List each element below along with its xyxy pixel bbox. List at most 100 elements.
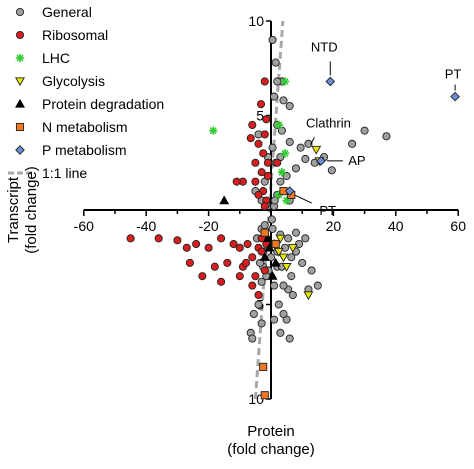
- data-point: [192, 239, 201, 249]
- data-point: [382, 132, 391, 141]
- data-point: [325, 76, 336, 87]
- data-point: [298, 258, 307, 267]
- data-point: [285, 102, 294, 111]
- data-point: [259, 362, 268, 371]
- legend-label: Protein degradation: [42, 96, 164, 112]
- x-tick-label: -40: [136, 218, 156, 234]
- data-point: [270, 257, 281, 267]
- data-point: [295, 239, 304, 249]
- data-point: [260, 77, 269, 86]
- data-point: [246, 134, 255, 143]
- data-point: [348, 139, 357, 148]
- data-point: [274, 120, 283, 130]
- data-point: [270, 92, 279, 101]
- data-point: [209, 126, 218, 135]
- data-point: [270, 196, 279, 205]
- data-point: [217, 277, 226, 286]
- data-point: [360, 126, 369, 135]
- annotation-label: PT: [319, 203, 336, 218]
- data-point: [301, 234, 310, 243]
- data-point: [154, 234, 163, 243]
- y-axis-title: Transcript(fold change): [5, 166, 40, 254]
- data-point: [248, 120, 257, 129]
- y-tick-label: 10: [248, 391, 264, 407]
- data-point: [287, 253, 296, 262]
- annotation-leader: [294, 194, 312, 204]
- data-point: [271, 239, 280, 249]
- legend-marker: [15, 145, 25, 155]
- data-point: [256, 100, 266, 109]
- data-point: [268, 35, 277, 44]
- legend-label: N metabolism: [42, 119, 128, 135]
- data-point: [219, 195, 230, 205]
- legend-item-ribosomal: Ribosomal: [15, 27, 108, 43]
- data-point: [254, 139, 263, 148]
- points-layer: [126, 35, 460, 400]
- data-point: [254, 190, 263, 199]
- data-point: [273, 77, 282, 86]
- data-point: [279, 281, 288, 290]
- data-point: [274, 300, 283, 309]
- y-axis-title-line: (fold change): [23, 166, 40, 254]
- series-ribosomal: [126, 77, 282, 300]
- series-p-metabolism: [284, 76, 460, 196]
- data-point: [277, 168, 287, 177]
- x-tick-label: 60: [450, 218, 466, 234]
- data-point: [257, 247, 266, 256]
- data-point: [223, 258, 232, 267]
- x-tick-label: -20: [198, 218, 218, 234]
- data-point: [268, 143, 277, 152]
- data-point: [271, 58, 280, 67]
- data-point: [280, 77, 290, 86]
- data-point: [287, 244, 298, 253]
- data-point: [270, 281, 279, 290]
- x-tick-label: -60: [74, 218, 94, 234]
- data-point: [257, 168, 266, 177]
- legend-label: P metabolism: [42, 142, 127, 158]
- data-point: [249, 309, 258, 319]
- data-point: [260, 391, 269, 400]
- data-point: [243, 239, 252, 249]
- data-point: [259, 252, 270, 261]
- legend-label: General: [42, 4, 92, 20]
- data-point: [256, 258, 265, 267]
- data-point: [173, 236, 182, 245]
- data-point: [316, 156, 326, 166]
- annotations-layer: NTD PT Clathrin AP PT: [294, 39, 462, 218]
- data-point: [251, 272, 260, 281]
- data-point: [262, 115, 271, 124]
- data-point: [185, 258, 194, 267]
- data-point: [229, 239, 238, 249]
- annotation-label: NTD: [311, 39, 338, 54]
- data-point: [285, 334, 294, 343]
- data-point: [210, 262, 219, 271]
- annotation-label: PT: [445, 67, 462, 82]
- legend-layer: General Ribosomal LHC Glycolysis Protein deg…: [8, 4, 164, 181]
- y-tick-label: 10: [248, 13, 264, 29]
- x-tick-label: 40: [388, 218, 404, 234]
- data-point: [260, 130, 269, 139]
- data-point: [262, 233, 273, 243]
- legend-label: Ribosomal: [42, 27, 108, 43]
- x-axis-title-line: Protein: [247, 423, 295, 440]
- data-point: [275, 234, 286, 244]
- x-axis-title-line: (fold change): [227, 441, 315, 458]
- legend-item-one-to-one: 1:1 line: [8, 165, 87, 181]
- data-point: [182, 243, 191, 252]
- data-point: [263, 171, 272, 181]
- data-point: [279, 96, 288, 105]
- data-point: [248, 334, 257, 343]
- data-point: [232, 177, 241, 186]
- data-point: [259, 149, 268, 158]
- data-point: [235, 243, 244, 252]
- data-point: [279, 309, 288, 319]
- legend-label: 1:1 line: [42, 165, 87, 181]
- annotation-leader: [310, 137, 315, 145]
- legend-marker: [15, 98, 25, 108]
- data-point: [263, 158, 272, 167]
- legend-item-n-metabolism: N metabolism: [15, 119, 128, 135]
- data-point: [248, 281, 257, 290]
- data-point: [254, 290, 263, 300]
